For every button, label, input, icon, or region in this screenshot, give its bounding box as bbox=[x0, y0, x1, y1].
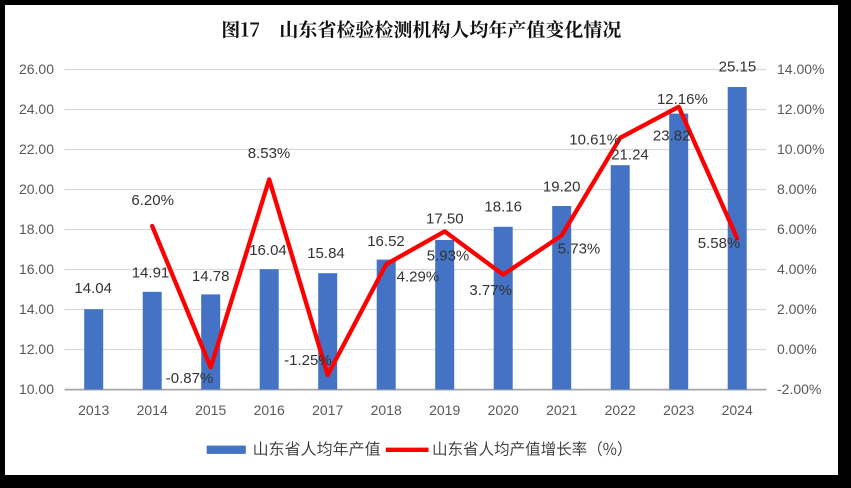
svg-text:14.04: 14.04 bbox=[74, 280, 112, 297]
svg-text:-1.25%: -1.25% bbox=[284, 352, 332, 369]
svg-text:5.58%: 5.58% bbox=[698, 235, 741, 252]
svg-text:-0.87%: -0.87% bbox=[166, 370, 214, 387]
svg-text:2013: 2013 bbox=[78, 402, 109, 418]
svg-text:21.24: 21.24 bbox=[611, 146, 649, 163]
svg-text:20.00: 20.00 bbox=[19, 181, 54, 197]
svg-text:2015: 2015 bbox=[195, 402, 226, 418]
svg-text:2021: 2021 bbox=[546, 402, 577, 418]
svg-text:2024: 2024 bbox=[722, 402, 753, 418]
svg-text:10.00: 10.00 bbox=[19, 381, 54, 397]
svg-text:3.77%: 3.77% bbox=[469, 282, 512, 299]
svg-text:5.93%: 5.93% bbox=[427, 248, 470, 265]
svg-text:4.00%: 4.00% bbox=[777, 261, 817, 277]
svg-text:14.78: 14.78 bbox=[192, 268, 230, 285]
svg-text:2016: 2016 bbox=[254, 402, 285, 418]
svg-text:23.82: 23.82 bbox=[653, 127, 691, 144]
svg-text:2014: 2014 bbox=[137, 402, 168, 418]
svg-text:24.00: 24.00 bbox=[19, 101, 54, 117]
svg-text:-2.00%: -2.00% bbox=[777, 381, 821, 397]
svg-text:15.84: 15.84 bbox=[307, 245, 345, 262]
svg-text:8.53%: 8.53% bbox=[248, 145, 291, 162]
svg-text:5.73%: 5.73% bbox=[558, 240, 601, 257]
svg-text:12.00%: 12.00% bbox=[777, 101, 824, 117]
svg-text:4.29%: 4.29% bbox=[397, 269, 440, 286]
svg-text:16.04: 16.04 bbox=[249, 242, 287, 259]
svg-text:2022: 2022 bbox=[605, 402, 636, 418]
svg-text:18.16: 18.16 bbox=[484, 199, 522, 216]
svg-text:26.00: 26.00 bbox=[19, 61, 54, 77]
svg-text:2019: 2019 bbox=[429, 402, 460, 418]
svg-text:2018: 2018 bbox=[371, 402, 402, 418]
svg-text:14.91: 14.91 bbox=[132, 264, 170, 281]
svg-text:10.00%: 10.00% bbox=[777, 141, 824, 157]
svg-text:12.16%: 12.16% bbox=[657, 91, 708, 108]
svg-text:2017: 2017 bbox=[312, 402, 343, 418]
svg-text:2020: 2020 bbox=[488, 402, 519, 418]
svg-text:0.00%: 0.00% bbox=[777, 341, 817, 357]
svg-text:8.00%: 8.00% bbox=[777, 181, 817, 197]
svg-text:12.00: 12.00 bbox=[19, 341, 54, 357]
svg-text:10.61%: 10.61% bbox=[569, 131, 620, 148]
svg-text:14.00%: 14.00% bbox=[777, 61, 824, 77]
svg-text:6.20%: 6.20% bbox=[131, 192, 174, 209]
svg-text:14.00: 14.00 bbox=[19, 301, 54, 317]
svg-text:17.50: 17.50 bbox=[426, 211, 464, 228]
svg-text:2.00%: 2.00% bbox=[777, 301, 817, 317]
svg-text:16.52: 16.52 bbox=[367, 233, 405, 250]
svg-text:19.20: 19.20 bbox=[543, 179, 581, 196]
svg-text:6.00%: 6.00% bbox=[777, 221, 817, 237]
svg-text:22.00: 22.00 bbox=[19, 141, 54, 157]
svg-text:25.15: 25.15 bbox=[719, 59, 757, 76]
svg-text:18.00: 18.00 bbox=[19, 221, 54, 237]
svg-text:16.00: 16.00 bbox=[19, 261, 54, 277]
svg-text:2023: 2023 bbox=[663, 402, 694, 418]
